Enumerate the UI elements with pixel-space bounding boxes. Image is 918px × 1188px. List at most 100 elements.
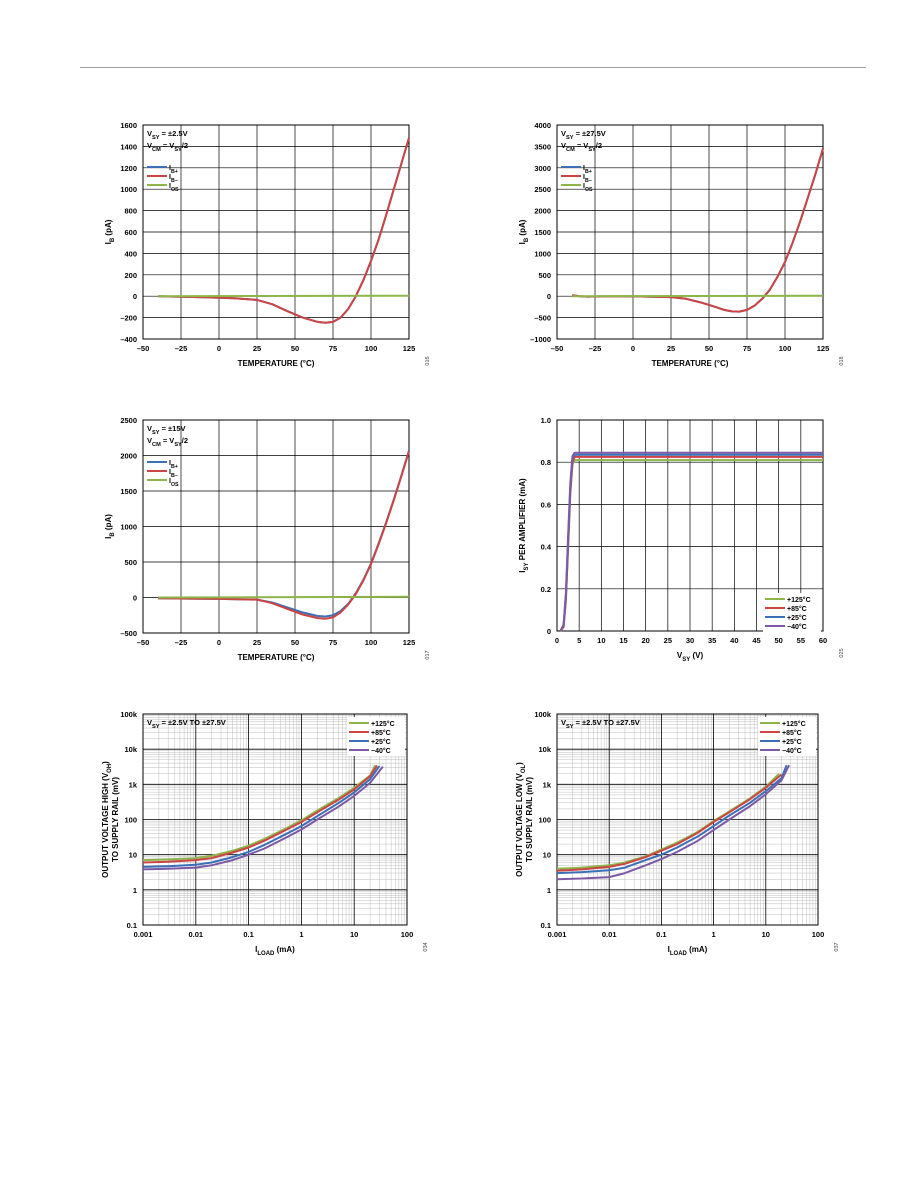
x-tick-label: 0.01	[602, 930, 617, 939]
figure-id: 018	[839, 356, 845, 365]
x-tick-label: 40	[730, 636, 738, 645]
y-axis-title: IB (pA)	[104, 514, 116, 539]
legend-label: +85°C	[782, 729, 802, 737]
x-tick-label: 100	[365, 344, 378, 353]
series-line-1	[572, 148, 824, 313]
x-tick-label: 75	[743, 344, 751, 353]
legend-label: IB−	[583, 174, 592, 184]
y-tick-label: 1k	[543, 780, 552, 789]
x-tick-label: 0.1	[243, 930, 253, 939]
condition-text: VSY = ±2.5V TO ±27.5V	[561, 718, 640, 730]
y-tick-label: 1	[547, 886, 551, 895]
x-tick-label: 100	[401, 930, 414, 939]
y-tick-label: 1000	[534, 249, 551, 258]
major-grid	[142, 419, 410, 634]
plot-frame	[556, 713, 819, 926]
x-tick-label: 20	[641, 636, 649, 645]
x-tick-label: 50	[705, 344, 713, 353]
x-tick-label: 125	[403, 638, 416, 647]
x-tick-label: 125	[403, 344, 416, 353]
y-tick-label: 10k	[538, 745, 551, 754]
series-line-4	[559, 451, 823, 632]
y-tick-label: 2000	[120, 452, 137, 461]
x-axis-title: ILOAD (mA)	[255, 945, 295, 957]
chart-1: –50 –25 0 25 50 75 100 125 –400 –200 0 200 400 600 800…	[104, 121, 431, 368]
legend: +125°C+85°C+25°C−40°C	[758, 717, 816, 756]
y-tick-label: 200	[124, 271, 137, 280]
legend: +125°C+85°C+25°C−40°C	[763, 593, 821, 632]
y-tick-label: 10	[543, 851, 551, 860]
chart-3: –50 –25 0 25 50 75 100 125 –500 0 500 1000 1500 2000 2…	[104, 416, 431, 662]
y-axis-title: TO SUPPLY RAIL (mV)	[525, 777, 534, 862]
legend-label: +125°C	[782, 720, 806, 728]
y-tick-label: 100	[124, 816, 137, 825]
y-tick-label: 1400	[120, 142, 137, 151]
condition-text: VSY = ±2.5V	[147, 129, 188, 141]
plot-frame	[142, 713, 408, 926]
y-tick-label: 400	[124, 249, 137, 258]
legend-label: IB−	[169, 174, 178, 184]
legend-label: IOS	[583, 183, 593, 193]
condition-text: VCM = VSY/2	[147, 436, 188, 448]
series-line-2	[142, 765, 378, 864]
figure-id: 017	[425, 650, 431, 659]
y-axis-title: OUTPUT VOLTAGE LOW (VOL)	[515, 762, 527, 877]
y-tick-label: 0	[547, 627, 551, 636]
y-tick-label: –400	[120, 335, 137, 344]
y-tick-label: –200	[120, 314, 137, 323]
x-tick-label: –50	[551, 344, 564, 353]
y-tick-label: 0.6	[541, 500, 551, 509]
series-line-1	[158, 450, 410, 618]
y-tick-label: 1.0	[541, 416, 551, 425]
x-tick-label: 125	[817, 344, 830, 353]
x-tick-label: 15	[619, 636, 627, 645]
x-tick-label: –25	[175, 344, 188, 353]
x-tick-label: 5	[577, 636, 581, 645]
y-tick-label: 0.2	[541, 585, 551, 594]
x-tick-label: 1	[299, 930, 303, 939]
y-tick-label: 1500	[120, 487, 137, 496]
series-line-2	[572, 148, 824, 313]
series-line-2	[556, 773, 783, 872]
x-tick-label: 0.001	[548, 930, 567, 939]
plot-frame	[142, 124, 410, 340]
series-line-3	[142, 765, 381, 868]
x-tick-label: 55	[797, 636, 805, 645]
condition-text: VSY = ±15V	[147, 424, 186, 436]
legend-label: −40°C	[371, 747, 391, 755]
y-axis-title: OUTPUT VOLTAGE HIGH (VOH)	[101, 761, 113, 878]
legend-label: +25°C	[371, 738, 391, 746]
plot-frame	[556, 419, 824, 632]
chart-2: –50 –25 0 25 50 75 100 125 –1000 –500 0 500 1000 1500…	[518, 121, 845, 368]
y-tick-label: 0	[133, 292, 137, 301]
x-tick-label: 1	[712, 930, 716, 939]
x-tick-label: 100	[812, 930, 825, 939]
legend-label: −40°C	[782, 747, 802, 755]
condition-text: VSY = ±27.5V	[561, 129, 606, 141]
legend-label: IOS	[169, 478, 179, 488]
series-line-3	[158, 595, 410, 599]
x-tick-label: 25	[253, 638, 261, 647]
x-tick-label: 100	[365, 638, 378, 647]
legend-label: +85°C	[371, 729, 391, 737]
y-tick-label: –1000	[530, 335, 551, 344]
y-tick-label: 1500	[534, 228, 551, 237]
x-axis-title: ILOAD (mA)	[668, 945, 708, 957]
series-line-1	[142, 764, 377, 862]
legend-label: +125°C	[787, 596, 811, 604]
figure-id: 016	[425, 356, 431, 365]
y-tick-label: 100k	[120, 710, 138, 719]
legend-label: +85°C	[787, 605, 807, 613]
series-line-4	[556, 764, 790, 881]
y-tick-label: 0.8	[541, 458, 551, 467]
y-tick-label: 100	[538, 816, 551, 825]
x-tick-label: 50	[291, 344, 299, 353]
series-line-4	[142, 765, 384, 871]
x-axis-title: TEMPERATURE (°C)	[652, 359, 729, 368]
y-tick-label: 0	[547, 292, 551, 301]
x-tick-label: 75	[329, 638, 337, 647]
y-tick-label: –500	[534, 314, 551, 323]
y-tick-label: 1600	[120, 121, 137, 130]
x-tick-label: –25	[589, 344, 602, 353]
